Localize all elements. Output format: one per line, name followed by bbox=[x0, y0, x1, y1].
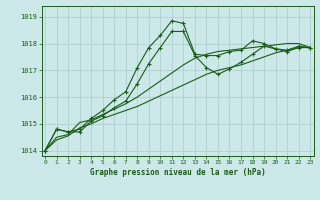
X-axis label: Graphe pression niveau de la mer (hPa): Graphe pression niveau de la mer (hPa) bbox=[90, 168, 266, 177]
